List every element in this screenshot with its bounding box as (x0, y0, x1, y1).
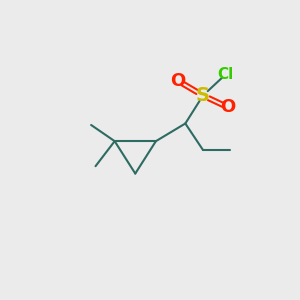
Text: S: S (196, 86, 210, 105)
Text: Cl: Cl (217, 68, 233, 82)
Text: O: O (170, 72, 186, 90)
Text: O: O (220, 98, 236, 116)
